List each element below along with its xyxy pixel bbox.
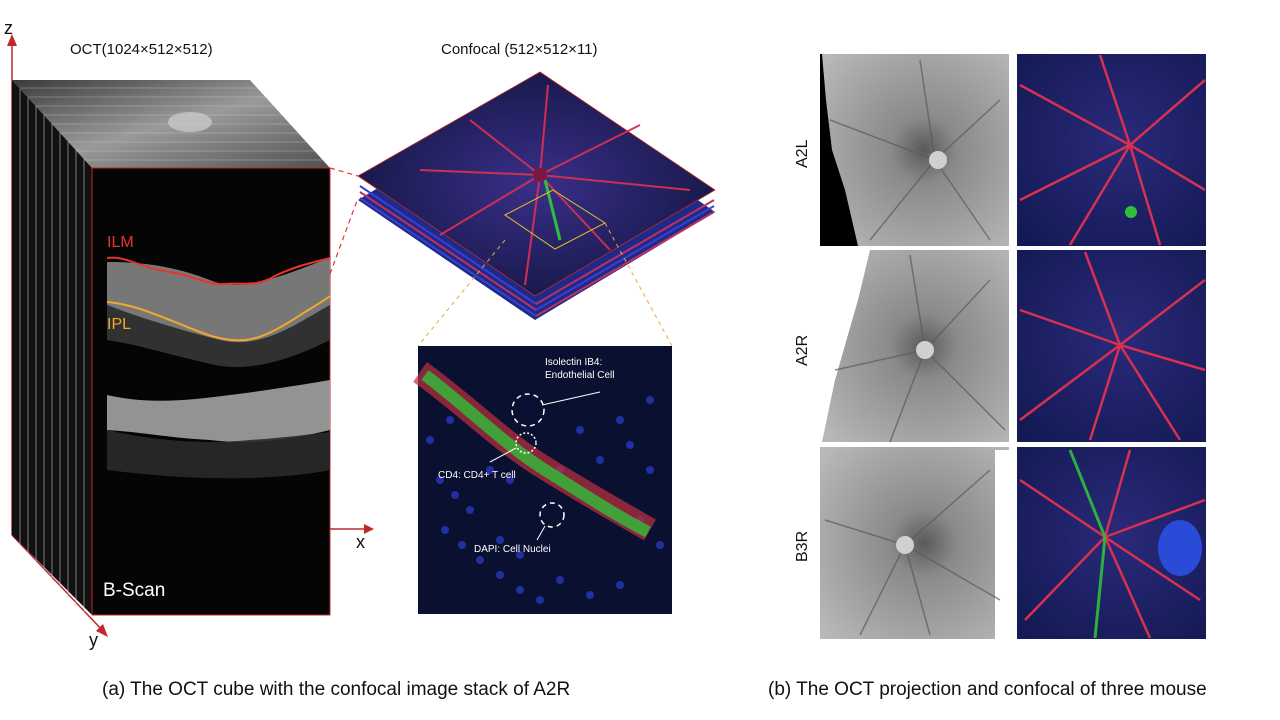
axis-z-label: z — [4, 18, 13, 38]
caption-b: (b) The OCT projection and confocal of t… — [768, 679, 1207, 700]
axis-x-label: x — [356, 532, 365, 552]
ilm-label: ILM — [107, 234, 134, 251]
row-label-a2l: A2L — [794, 139, 811, 168]
confocal-zoom-inset — [413, 346, 672, 614]
isolectin-annotation-line1: Isolectin IB4: — [545, 357, 602, 368]
isolectin-marker-circle — [511, 393, 545, 427]
dapi-marker-circle — [539, 502, 565, 528]
axis-y-label: y — [89, 630, 98, 650]
cd4-marker-circle — [515, 432, 537, 454]
ipl-label: IPL — [107, 316, 131, 333]
ilm-boundary-line — [106, 256, 331, 286]
zoom-guide-lines — [417, 222, 673, 347]
row-label-b3r: B3R — [794, 531, 811, 562]
row-a2l — [820, 54, 1206, 246]
oct-to-confocal-connector — [329, 167, 359, 275]
axis-y — [11, 534, 108, 637]
isolectin-annotation-line2: Endothelial Cell — [545, 370, 615, 381]
confocal-projection-a2r — [1017, 250, 1206, 442]
confocal-projection-a2l — [1017, 54, 1206, 246]
ipl-boundary-line — [106, 295, 331, 342]
confocal-dimension-label: Confocal (512×512×11) — [441, 41, 598, 58]
caption-a: (a) The OCT cube with the confocal image… — [102, 679, 570, 700]
oct-cube — [12, 80, 331, 616]
axis-x — [330, 524, 374, 534]
row-a2r — [820, 250, 1206, 443]
confocal-top-face — [357, 71, 716, 297]
dapi-annotation: DAPI: Cell Nuclei — [474, 544, 551, 555]
oct-projection-b3r — [820, 447, 1009, 639]
oct-dimension-label: OCT(1024×512×512) — [70, 41, 213, 58]
confocal-stack — [357, 71, 716, 320]
bscan-label: B-Scan — [103, 580, 165, 601]
row-label-a2r: A2R — [794, 335, 811, 366]
oct-projection-a2l — [820, 54, 1009, 246]
cd4-annotation: CD4: CD4+ T cell — [438, 470, 516, 481]
row-b3r — [820, 447, 1206, 639]
